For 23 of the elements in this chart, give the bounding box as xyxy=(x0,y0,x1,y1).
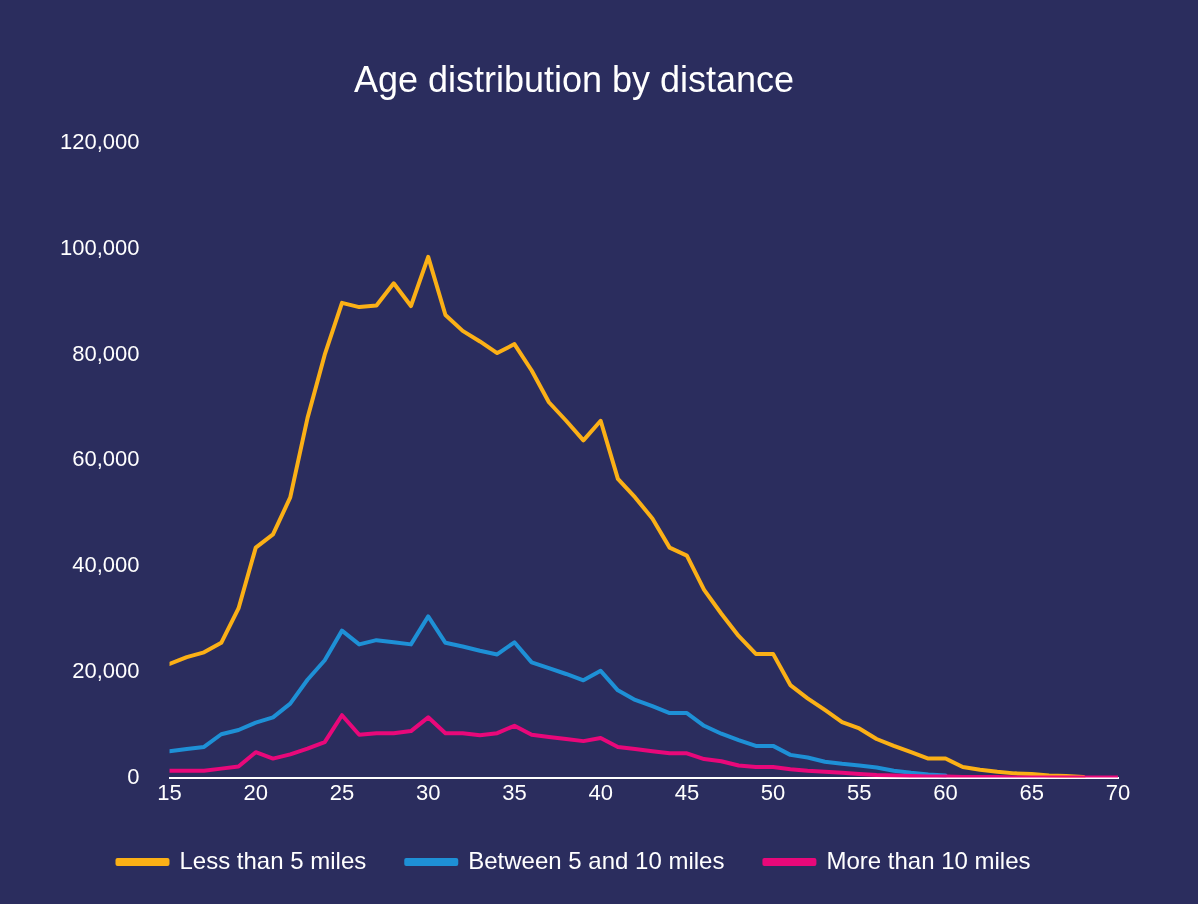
x-tick-label: 35 xyxy=(502,779,527,805)
y-tick-label: 40,000 xyxy=(72,552,140,578)
y-tick-label: 60,000 xyxy=(72,446,140,472)
x-tick-label: 60 xyxy=(933,779,958,805)
x-tick-label: 65 xyxy=(1019,779,1045,805)
y-tick-label: 80,000 xyxy=(72,340,140,366)
x-tick-label: 20 xyxy=(243,779,268,805)
y-tick-label: 0 xyxy=(127,763,140,789)
y-tick-label: 120,000 xyxy=(59,129,140,155)
x-tick-label: 55 xyxy=(847,779,872,805)
x-tick-label: 70 xyxy=(1105,779,1131,805)
chart-title: Age distribution by distance xyxy=(353,58,795,100)
y-tick-label: 20,000 xyxy=(72,657,140,683)
x-tick-label: 45 xyxy=(674,779,700,805)
legend-label: More than 10 miles xyxy=(826,846,1031,874)
x-tick-label: 15 xyxy=(157,779,182,805)
x-tick-label: 40 xyxy=(588,779,613,805)
x-tick-label: 50 xyxy=(760,779,786,805)
x-tick-label: 25 xyxy=(329,779,355,805)
x-tick-label: 30 xyxy=(415,779,441,805)
legend-label: Between 5 and 10 miles xyxy=(468,846,725,874)
legend-label: Less than 5 miles xyxy=(179,846,367,874)
y-tick-label: 100,000 xyxy=(59,235,140,260)
